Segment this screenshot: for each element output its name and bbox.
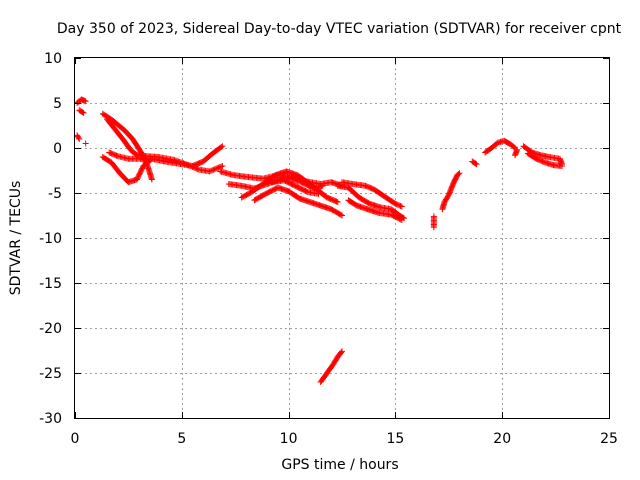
data-point — [188, 163, 195, 170]
data-point — [209, 167, 216, 174]
data-point — [315, 190, 322, 197]
data-point — [338, 349, 345, 356]
data-points — [74, 96, 566, 385]
y-tick-label: -30 — [39, 411, 62, 427]
x-axis-label: GPS time / hours — [281, 457, 398, 473]
data-point — [472, 160, 479, 167]
data-point — [194, 166, 201, 173]
y-tick-label: 5 — [53, 96, 62, 112]
data-point — [337, 211, 344, 218]
data-point — [430, 224, 437, 231]
data-point — [79, 109, 86, 116]
data-point — [218, 163, 225, 170]
data-point — [393, 201, 400, 208]
data-point — [319, 182, 326, 189]
data-point — [146, 157, 153, 164]
data-point — [186, 162, 193, 169]
data-point — [218, 143, 225, 150]
x-tick-label: 10 — [280, 431, 298, 447]
data-point — [212, 165, 219, 172]
data-point — [210, 166, 217, 173]
data-point — [215, 164, 222, 171]
data-point — [455, 171, 462, 178]
data-point — [206, 168, 213, 175]
y-tick-label: 10 — [44, 51, 62, 67]
data-point — [190, 164, 197, 171]
data-point — [510, 144, 517, 151]
data-point — [219, 143, 226, 150]
y-axis-label: SDTVAR / TECUs — [8, 181, 24, 296]
data-point — [75, 134, 82, 141]
data-point — [189, 163, 196, 170]
data-point — [219, 163, 226, 169]
x-tick-label: 25 — [600, 431, 618, 447]
data-point — [113, 152, 120, 159]
data-point — [398, 203, 405, 210]
data-point — [559, 163, 566, 169]
data-point — [80, 109, 87, 116]
data-point — [214, 165, 221, 172]
data-point — [394, 201, 401, 208]
data-point — [184, 161, 191, 168]
data-point — [473, 161, 480, 168]
data-point — [397, 202, 404, 209]
y-tick-label: -20 — [39, 321, 62, 337]
axis-ticks — [75, 58, 610, 419]
y-tick-label: 0 — [53, 141, 62, 157]
data-point — [396, 202, 403, 209]
data-point — [398, 217, 405, 223]
y-tick-labels: -30 -25 -20 -15 -10 -5 0 5 10 — [39, 51, 62, 427]
data-point — [339, 212, 345, 219]
data-point — [456, 170, 463, 177]
x-tick-label: 15 — [386, 431, 404, 447]
data-point — [392, 200, 399, 207]
data-point — [193, 165, 200, 172]
x-tick-labels: 0 5 10 15 20 25 — [71, 431, 618, 447]
data-point — [148, 176, 155, 183]
data-point — [397, 216, 404, 223]
data-point — [211, 166, 218, 173]
data-point — [514, 146, 521, 153]
data-point — [334, 199, 341, 205]
x-tick-label: 20 — [493, 431, 511, 447]
x-tick-label: 0 — [71, 431, 80, 447]
data-point — [82, 140, 89, 147]
data-point — [207, 167, 214, 174]
grid-lines — [75, 58, 609, 418]
y-tick-label: -5 — [48, 186, 62, 202]
y-tick-label: -10 — [39, 231, 62, 247]
data-point — [303, 188, 310, 195]
y-tick-label: -25 — [39, 366, 62, 382]
chart-title: Day 350 of 2023, Sidereal Day-to-day VTE… — [57, 21, 622, 37]
data-point — [82, 98, 89, 105]
x-tick-label: 5 — [177, 431, 186, 447]
data-point — [76, 136, 83, 142]
data-point — [183, 161, 190, 168]
data-point — [185, 162, 192, 169]
y-tick-label: -15 — [39, 276, 62, 292]
plot-frame — [74, 57, 610, 419]
data-point — [339, 348, 345, 355]
data-point — [192, 164, 199, 171]
